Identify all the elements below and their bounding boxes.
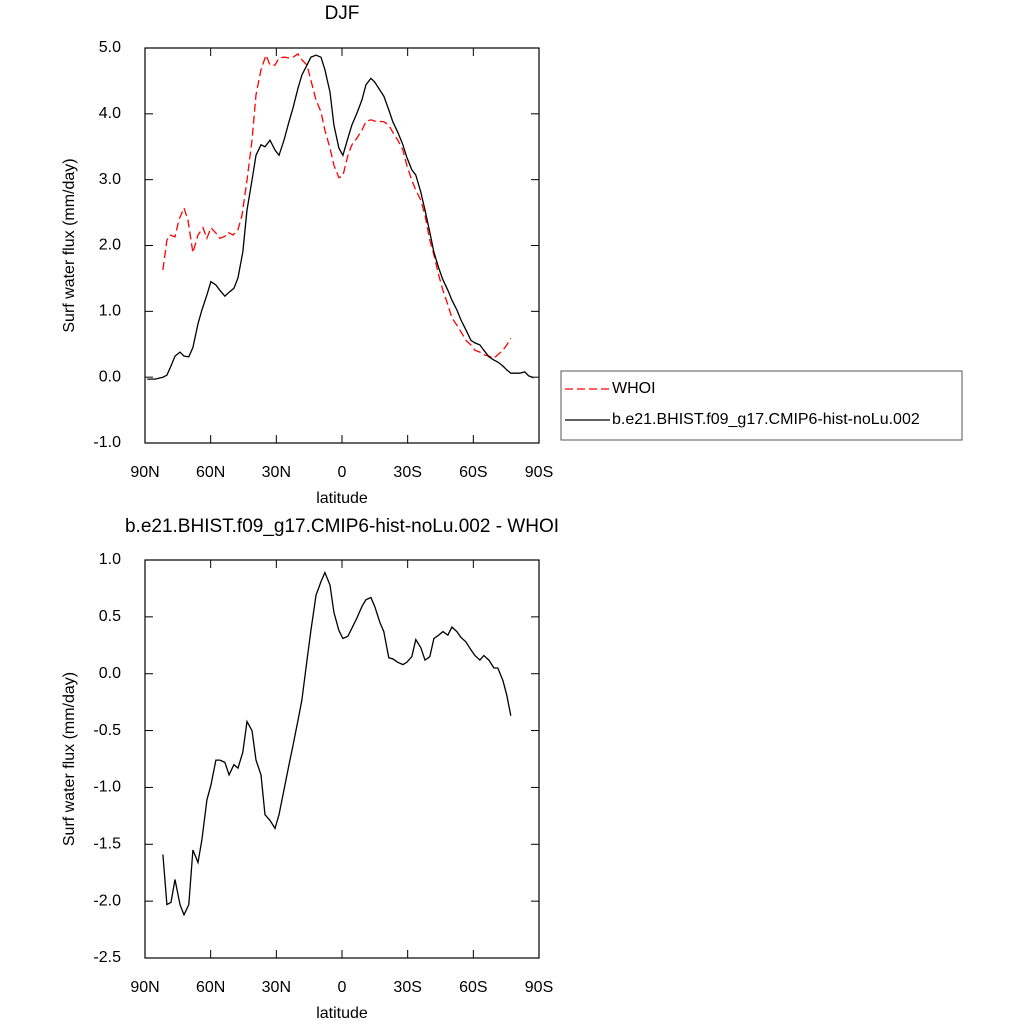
- chart-title: b.e21.BHIST.f09_g17.CMIP6-hist-noLu.002 …: [125, 516, 559, 537]
- x-tick-label: 30N: [262, 979, 291, 996]
- y-tick-label: 0.5: [99, 608, 121, 625]
- x-tick-label: 0: [338, 464, 347, 481]
- y-tick-label: -2.0: [93, 892, 121, 909]
- y-tick-label: -1.0: [93, 779, 121, 796]
- legend-label: WHOI: [612, 380, 656, 397]
- x-tick-label: 90N: [130, 979, 159, 996]
- x-tick-label: 90S: [525, 979, 553, 996]
- plot-frame: [144, 47, 540, 444]
- x-tick-label: 60S: [459, 464, 487, 481]
- x-tick-label: 90N: [130, 464, 159, 481]
- y-tick-label: 3.0: [99, 171, 121, 188]
- y-tick-label: -1.0: [93, 434, 121, 451]
- series-line: [162, 570, 512, 917]
- x-tick-label: 30S: [393, 979, 421, 996]
- y-tick-label: 4.0: [99, 105, 121, 122]
- y-tick-label: 0.0: [99, 368, 121, 385]
- x-axis-label: latitude: [316, 490, 368, 507]
- x-tick-label: 30S: [393, 464, 421, 481]
- x-axis-label: latitude: [316, 1005, 368, 1022]
- y-tick-label: 5.0: [99, 39, 121, 56]
- x-tick-label: 90S: [525, 464, 553, 481]
- x-tick-label: 30N: [262, 464, 291, 481]
- x-tick-label: 60S: [459, 979, 487, 996]
- series-line: [147, 54, 534, 380]
- y-axis-label: Surf water flux (mm/day): [61, 672, 78, 846]
- y-axis-label: Surf water flux (mm/day): [61, 158, 78, 332]
- y-tick-label: -1.5: [93, 836, 121, 853]
- plot-frame: [144, 559, 540, 959]
- y-tick-label: 2.0: [99, 237, 121, 254]
- legend-label: b.e21.BHIST.f09_g17.CMIP6-hist-noLu.002: [612, 411, 920, 428]
- chart-title: DJF: [325, 3, 360, 24]
- y-tick-label: 1.0: [99, 551, 121, 568]
- y-tick-label: 0.0: [99, 665, 121, 682]
- legend-box: [560, 370, 963, 441]
- y-tick-label: 1.0: [99, 303, 121, 320]
- y-tick-label: -0.5: [93, 722, 121, 739]
- x-tick-label: 0: [338, 979, 347, 996]
- series-line: [162, 52, 512, 359]
- y-tick-label: -2.5: [93, 949, 121, 966]
- x-tick-label: 60N: [196, 979, 225, 996]
- x-tick-label: 60N: [196, 464, 225, 481]
